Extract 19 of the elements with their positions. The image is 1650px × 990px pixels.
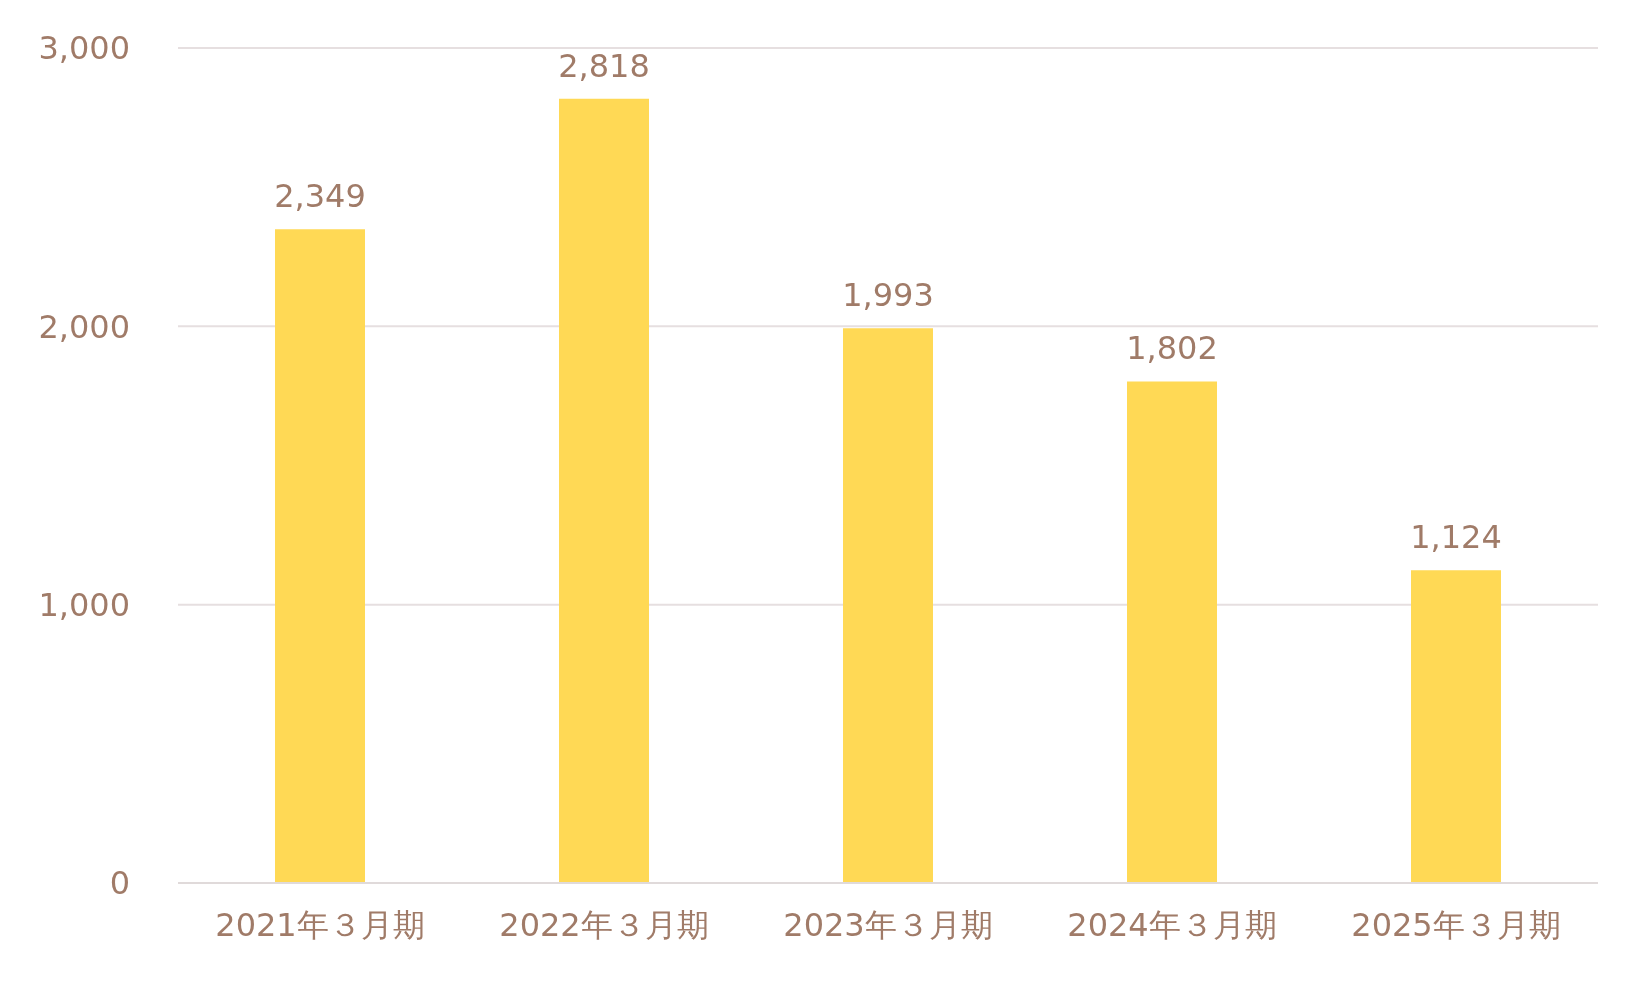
x-tick-label: 2022年３月期 — [499, 905, 709, 944]
data-label: 1,124 — [1410, 518, 1502, 557]
x-tick-label: 2025年３月期 — [1351, 905, 1561, 944]
data-label: 1,802 — [1126, 329, 1218, 368]
y-tick-label: 3,000 — [38, 29, 130, 68]
x-tick-label: 2024年３月期 — [1067, 905, 1277, 944]
y-tick-label: 0 — [109, 864, 130, 903]
x-tick-label: 2023年３月期 — [783, 905, 993, 944]
bar — [1411, 570, 1501, 883]
y-tick-label: 2,000 — [38, 307, 130, 346]
data-label: 1,993 — [842, 276, 934, 315]
y-tick-label: 1,000 — [38, 586, 130, 625]
bar — [1127, 381, 1217, 883]
data-label: 2,349 — [274, 177, 366, 216]
bar — [275, 229, 365, 883]
bar — [559, 98, 649, 883]
bar — [843, 328, 933, 883]
data-label: 2,818 — [558, 46, 650, 85]
x-tick-label: 2021年３月期 — [215, 905, 425, 944]
